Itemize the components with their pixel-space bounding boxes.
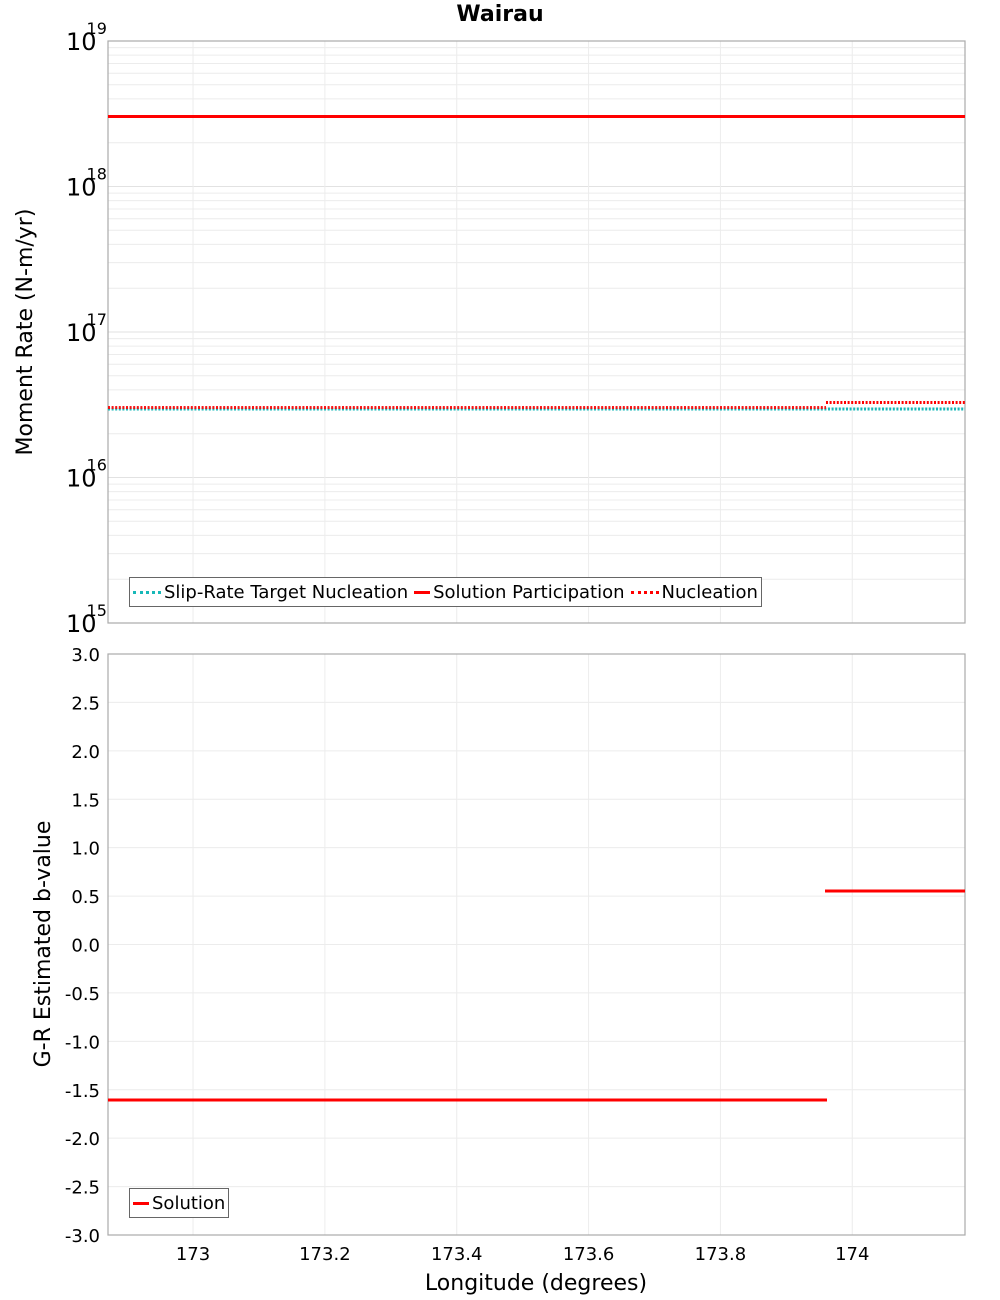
x-axis-label: Longitude (degrees) xyxy=(425,1271,647,1296)
x-ticks: 173 173.2 173.4 173.6 173.8 174 xyxy=(176,1244,870,1265)
y-tick-label: 2.0 xyxy=(71,742,100,763)
y-tick-label: -3.0 xyxy=(65,1226,100,1247)
dotted-red-line-icon xyxy=(630,590,659,594)
legend-label: Solution xyxy=(152,1192,226,1214)
y-tick-label: 1018 xyxy=(66,165,107,202)
x-tick-label: 173.6 xyxy=(563,1244,615,1265)
bottom-plot: 3.0 2.5 2.0 1.5 1.0 0.5 0.0 -0.5 -1.0 -1.5 -2.0 -2.… xyxy=(31,645,966,1296)
x-tick-label: 173 xyxy=(176,1244,210,1265)
legend-item-slip-rate-target: Slip-Rate Target Nucleation xyxy=(133,582,408,603)
y-tick-label: -1.0 xyxy=(65,1032,100,1053)
y-tick-label: 1019 xyxy=(66,19,107,56)
y-tick-label: 1016 xyxy=(66,456,107,493)
y-tick-label: 1.5 xyxy=(71,790,100,811)
y-tick-label: 1015 xyxy=(66,601,107,638)
top-plot: 1019 1018 1017 1016 1015 Moment Rate (N-m/yr… xyxy=(13,19,966,638)
bottom-plot-frame xyxy=(107,653,966,1236)
solid-red-line-icon xyxy=(414,590,431,594)
y-tick-label: 1.0 xyxy=(71,839,100,860)
y-tick-label: 0.5 xyxy=(71,887,100,908)
x-tick-label: 173.4 xyxy=(431,1244,483,1265)
legend-item-solution: Solution xyxy=(133,1193,225,1214)
bottom-y-ticks: 3.0 2.5 2.0 1.5 1.0 0.5 0.0 -0.5 -1.0 -1.5 -2.0 -2.… xyxy=(65,645,100,1247)
top-legend: Slip-Rate Target Nucleation Solution Par… xyxy=(129,577,762,607)
legend-label: Solution Participation xyxy=(433,581,625,603)
chart-title: Wairau xyxy=(456,2,544,27)
x-tick-label: 174 xyxy=(835,1244,869,1265)
legend-label: Slip-Rate Target Nucleation xyxy=(164,581,409,603)
bottom-legend: Solution xyxy=(129,1188,230,1218)
y-tick-label: -0.5 xyxy=(65,984,100,1005)
y-tick-label: 3.0 xyxy=(71,645,100,666)
y-tick-label: -2.0 xyxy=(65,1129,100,1150)
top-y-axis-label: Moment Rate (N-m/yr) xyxy=(13,209,38,456)
y-tick-label: -2.5 xyxy=(65,1178,100,1199)
dotted-cyan-line-icon xyxy=(133,590,161,594)
legend-item-solution-participation: Solution Participation xyxy=(414,581,625,603)
solid-red-line-icon xyxy=(133,1201,149,1205)
y-tick-label: 0.0 xyxy=(71,936,100,957)
legend-label: Nucleation xyxy=(661,581,758,603)
y-tick-label: 2.5 xyxy=(71,693,100,714)
x-tick-label: 173.8 xyxy=(695,1244,747,1265)
y-tick-label: -1.5 xyxy=(65,1081,100,1102)
y-tick-label: 1017 xyxy=(66,310,107,347)
legend-item-nucleation: Nucleation xyxy=(630,581,758,603)
x-tick-label: 173.2 xyxy=(299,1244,351,1265)
bottom-y-axis-label: G-R Estimated b-value xyxy=(31,821,56,1068)
top-y-ticks: 1019 1018 1017 1016 1015 xyxy=(66,19,107,638)
top-plot-frame xyxy=(107,40,966,624)
top-grid xyxy=(108,40,965,623)
